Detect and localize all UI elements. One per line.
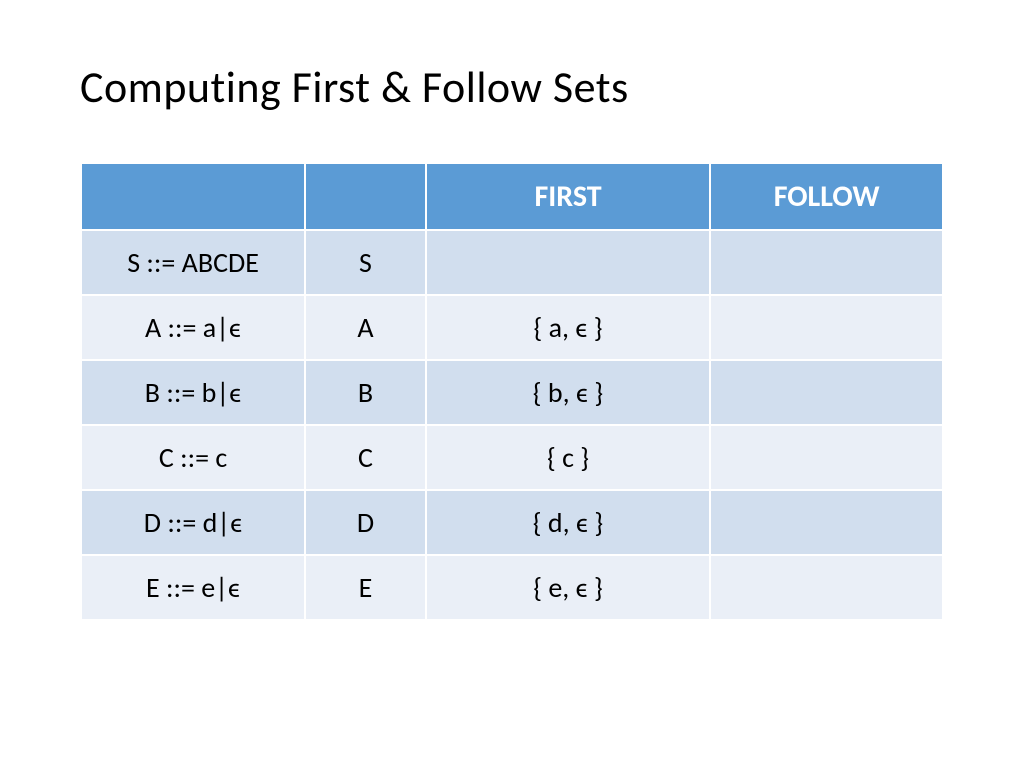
table-header-row: FIRST FOLLOW [81,163,943,230]
cell-symbol: A [305,295,426,360]
cell-follow [710,230,943,295]
cell-symbol: S [305,230,426,295]
cell-symbol: C [305,425,426,490]
cell-follow [710,360,943,425]
header-blank-2 [305,163,426,230]
table-row: B ::= b|ϵ B { b, ϵ } [81,360,943,425]
cell-rule: A ::= a|ϵ [81,295,305,360]
cell-rule: C ::= c [81,425,305,490]
cell-rule: B ::= b|ϵ [81,360,305,425]
cell-symbol: E [305,555,426,620]
cell-rule: E ::= e|ϵ [81,555,305,620]
table-row: E ::= e|ϵ E { e, ϵ } [81,555,943,620]
table-row: S ::= ABCDE S [81,230,943,295]
cell-follow [710,295,943,360]
first-follow-table: FIRST FOLLOW S ::= ABCDE S A ::= a|ϵ A {… [80,162,944,621]
header-blank-1 [81,163,305,230]
table-row: A ::= a|ϵ A { a, ϵ } [81,295,943,360]
cell-first: { d, ϵ } [426,490,710,555]
cell-first: { a, ϵ } [426,295,710,360]
cell-follow [710,555,943,620]
cell-symbol: D [305,490,426,555]
cell-first: { c } [426,425,710,490]
cell-follow [710,425,943,490]
page-title: Computing First & Follow Sets [80,60,944,114]
table-row: D ::= d|ϵ D { d, ϵ } [81,490,943,555]
table-row: C ::= c C { c } [81,425,943,490]
cell-first: { b, ϵ } [426,360,710,425]
cell-rule: S ::= ABCDE [81,230,305,295]
header-follow: FOLLOW [710,163,943,230]
cell-first: { e, ϵ } [426,555,710,620]
cell-symbol: B [305,360,426,425]
cell-first [426,230,710,295]
cell-follow [710,490,943,555]
header-first: FIRST [426,163,710,230]
cell-rule: D ::= d|ϵ [81,490,305,555]
